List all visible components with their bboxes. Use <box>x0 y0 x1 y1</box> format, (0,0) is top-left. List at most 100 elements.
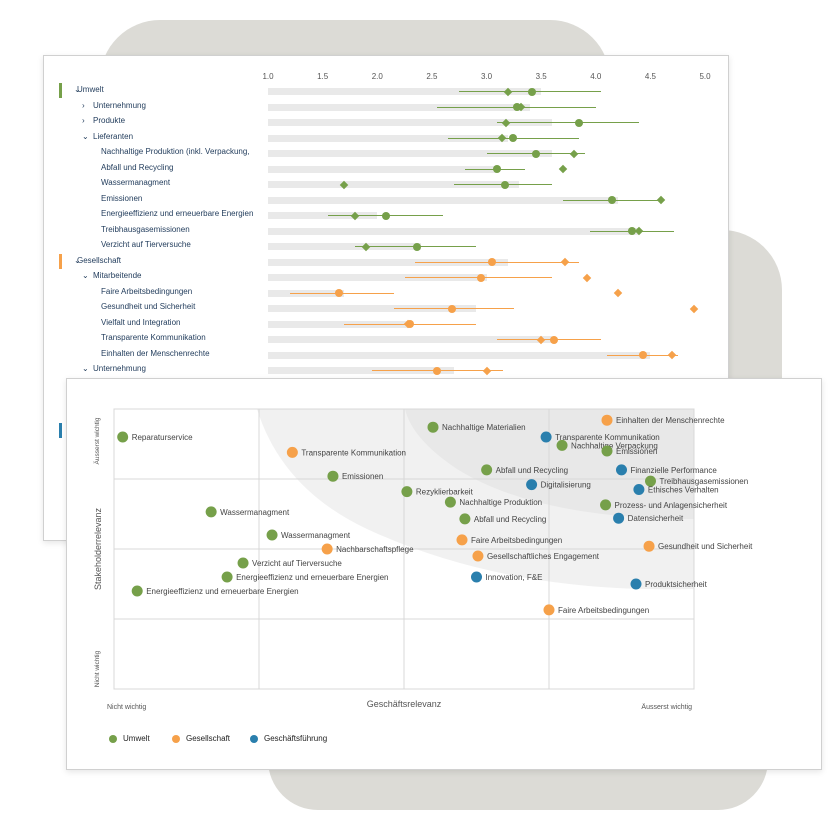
scatter-point[interactable] <box>237 557 249 569</box>
value-diamond[interactable] <box>569 149 579 158</box>
chevron-right-icon[interactable]: › <box>82 100 85 110</box>
chevron-down-icon[interactable]: ⌄ <box>74 85 81 94</box>
scatter-point[interactable] <box>633 484 645 495</box>
value-dot[interactable] <box>412 242 421 251</box>
scatter-point[interactable] <box>600 499 612 511</box>
scatter-point[interactable] <box>401 486 413 498</box>
point-label: Faire Arbeitsbedingungen <box>558 606 649 615</box>
row-bar <box>268 274 487 281</box>
row-bar <box>268 336 553 343</box>
chevron-down-icon[interactable]: ⌄ <box>74 255 81 265</box>
value-diamond[interactable] <box>667 350 677 360</box>
scatter-point[interactable] <box>645 475 656 487</box>
value-dot[interactable] <box>487 258 496 266</box>
row-bar <box>268 150 553 157</box>
scatter-point[interactable] <box>540 431 552 443</box>
row-bar <box>268 320 411 328</box>
scatter-point[interactable] <box>327 470 339 482</box>
scatter-point[interactable] <box>543 604 555 616</box>
value-dot[interactable] <box>501 180 510 189</box>
scatter-point[interactable] <box>205 506 217 518</box>
scatter-point[interactable] <box>444 496 456 508</box>
point-label: Wassermanagment <box>281 531 351 540</box>
scatter-point[interactable] <box>131 585 143 597</box>
point-label: Verzicht auf Tierversuche <box>252 559 342 568</box>
category-row[interactable]: ⌄ Gesellschaft <box>44 253 728 269</box>
category-row[interactable]: ⌄ Mitarbeitende <box>44 269 728 284</box>
scatter-point[interactable] <box>613 512 625 524</box>
scatter-point[interactable] <box>286 446 298 458</box>
scatter-point[interactable] <box>472 550 484 562</box>
category-row[interactable]: › Produkte <box>44 114 728 129</box>
scatter-point[interactable] <box>266 529 278 541</box>
value-dot[interactable] <box>531 149 540 158</box>
value-dot[interactable] <box>335 289 343 297</box>
point-label: Nachhaltige Materialien <box>442 423 526 432</box>
legend-item-gesellschaft: Gesellschaft <box>172 734 230 743</box>
point-label: Ethisches Verhalten <box>648 486 719 495</box>
value-dot[interactable] <box>477 273 486 282</box>
legend-item-umwelt: Umwelt <box>109 734 150 743</box>
scatter-point[interactable] <box>526 479 538 491</box>
category-row: Verzicht auf Tierversuche <box>44 238 728 253</box>
value-dot[interactable] <box>627 227 636 235</box>
chevron-down-icon[interactable]: ⌄ <box>82 364 89 373</box>
point-label: Digitalisierung <box>541 481 591 490</box>
value-dot[interactable] <box>575 118 584 127</box>
value-diamond[interactable] <box>657 195 666 205</box>
value-diamond[interactable] <box>482 366 491 375</box>
row-bar <box>268 103 531 111</box>
scatter-point[interactable] <box>117 431 129 443</box>
point-label: Nachbarschaftspflege <box>336 545 414 554</box>
value-dot[interactable] <box>528 87 537 96</box>
category-row[interactable]: ⌄ Unternehmung <box>44 362 728 377</box>
category-row: Gesundheit und Sicherheit <box>44 300 728 315</box>
value-diamond[interactable] <box>560 257 570 267</box>
legend-label-umwelt: Umwelt <box>123 734 150 743</box>
value-diamond[interactable] <box>689 304 699 313</box>
row-label: Einhalten der Menschenrechte <box>101 348 210 358</box>
scatter-point[interactable] <box>481 464 493 476</box>
scatter-point[interactable] <box>601 445 613 457</box>
value-dot[interactable] <box>550 335 559 344</box>
value-dot[interactable] <box>608 196 617 204</box>
chevron-right-icon[interactable]: › <box>82 116 85 125</box>
value-dot[interactable] <box>513 103 522 111</box>
point-label: Reparaturservice <box>132 433 193 442</box>
category-row[interactable]: ⌄ Umwelt <box>44 83 728 98</box>
category-row[interactable]: ⌄ Lieferanten <box>44 130 728 145</box>
scatter-point[interactable] <box>630 578 642 590</box>
value-diamond[interactable] <box>558 164 568 174</box>
row-bar <box>268 88 542 95</box>
scatter-point[interactable] <box>471 571 482 583</box>
scatter-point[interactable] <box>643 540 655 552</box>
chevron-down-icon[interactable]: ⌄ <box>82 131 89 141</box>
scatter-point[interactable] <box>459 513 471 525</box>
scatter-point[interactable] <box>221 571 233 583</box>
value-dot[interactable] <box>493 165 502 173</box>
scatter-point[interactable] <box>456 534 468 546</box>
value-dot[interactable] <box>638 351 647 359</box>
category-row[interactable]: › Unternehmung <box>44 99 728 114</box>
legend-label-geschaeftsfuehrung: Geschäftsführung <box>264 734 328 743</box>
value-dot[interactable] <box>381 211 390 220</box>
scatter-point[interactable] <box>556 439 568 451</box>
value-diamond[interactable] <box>582 273 592 282</box>
row-label: Produkte <box>93 116 126 125</box>
x-tick-label: 1.5 <box>317 72 329 81</box>
scatter-point[interactable] <box>616 464 627 476</box>
x-tick-label: 4.5 <box>644 72 656 81</box>
value-diamond[interactable] <box>613 288 622 298</box>
point-label: Gesellschaftliches Engagement <box>487 552 600 561</box>
scatter-point[interactable] <box>427 421 439 433</box>
row-label: Unternehmung <box>93 100 146 110</box>
row-label: Emissionen <box>101 193 143 203</box>
x-tick-label: 3.5 <box>535 72 547 81</box>
scatter-point[interactable] <box>601 414 613 426</box>
scatter-point[interactable] <box>321 543 333 555</box>
value-dot[interactable] <box>447 304 456 313</box>
value-dot[interactable] <box>433 366 442 375</box>
chevron-down-icon[interactable]: ⌄ <box>82 271 89 280</box>
x-axis-max-label: Äusserst wichtig <box>641 703 692 711</box>
value-dot[interactable] <box>508 134 517 142</box>
